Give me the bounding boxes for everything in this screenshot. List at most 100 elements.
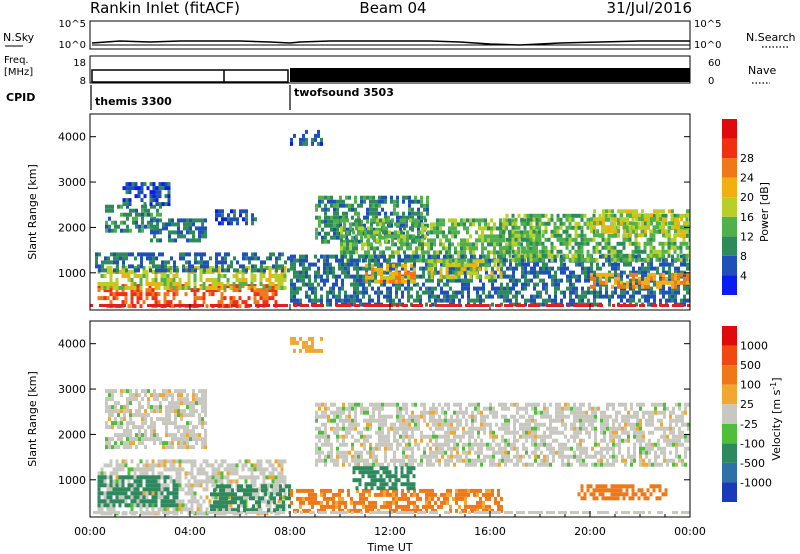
power-cell (544, 245, 548, 250)
velocity-cell (193, 483, 197, 488)
velocity-cell (112, 479, 116, 484)
power-cell (224, 217, 227, 222)
power-cell (314, 262, 317, 267)
power-cell (366, 207, 369, 212)
power-cell (332, 266, 335, 271)
velocity-cell (153, 421, 156, 426)
velocity-cell (120, 409, 123, 414)
power-cell (646, 253, 650, 258)
power-cell (324, 211, 327, 216)
power-cell (605, 209, 608, 214)
velocity-cell (121, 475, 125, 480)
power-cell (341, 278, 344, 283)
power-cell (667, 229, 671, 234)
power-cell (101, 264, 104, 269)
power-cell (433, 230, 436, 235)
power-cell (193, 266, 197, 270)
power-cell (171, 222, 174, 227)
velocity-cell (288, 488, 291, 493)
power-cell (128, 252, 131, 257)
power-cell (386, 263, 389, 268)
power-cell (654, 304, 657, 307)
power-cell (455, 278, 458, 283)
power-cell (362, 278, 365, 283)
power-cell (677, 266, 680, 271)
power-cell (366, 215, 369, 220)
power-cell (491, 286, 494, 291)
power-cell (140, 190, 144, 195)
power-cell (354, 211, 357, 216)
velocity-cell (115, 467, 119, 472)
power-cell (181, 286, 185, 290)
power-cell (493, 234, 496, 239)
power-cell (197, 260, 200, 265)
power-cell (509, 290, 512, 295)
velocity-cell (250, 463, 254, 468)
power-cell (490, 230, 493, 235)
power-cell (517, 257, 521, 262)
power-cell (220, 296, 224, 301)
power-cell (156, 230, 159, 235)
power-cell (414, 235, 417, 240)
power-cell (575, 294, 578, 299)
velocity-cell (327, 438, 330, 443)
power-cell (506, 290, 509, 295)
power-cell (542, 278, 545, 283)
velocity-cell (150, 393, 153, 398)
power-cell (568, 225, 572, 230)
power-cell (215, 209, 218, 214)
velocity-cell (175, 507, 179, 512)
power-cell (165, 304, 168, 307)
power-cell (596, 272, 599, 277)
power-cell (357, 203, 360, 208)
velocity-cell (151, 467, 155, 472)
velocity-cell (205, 459, 209, 464)
power-cell (135, 216, 138, 221)
power-cell (326, 278, 329, 283)
power-cell (321, 239, 324, 244)
power-cell (417, 215, 420, 220)
power-cell (127, 304, 131, 309)
velocity-cell (186, 421, 189, 426)
power-cell (257, 268, 260, 273)
power-cell (293, 290, 296, 295)
power-cell (680, 217, 683, 222)
velocity-cell (141, 389, 144, 394)
power-cell (650, 213, 653, 218)
power-cell (456, 304, 459, 307)
power-cell (186, 304, 189, 307)
power-cell (355, 234, 358, 239)
power-cell (177, 226, 180, 231)
power-cell (574, 229, 578, 234)
velocity-cell (172, 479, 176, 484)
power-cell (487, 263, 491, 268)
power-cell (359, 282, 362, 287)
velocity-cell (166, 467, 170, 472)
velocity-cell (308, 344, 311, 349)
power-cell (271, 296, 275, 301)
power-cell (596, 217, 599, 222)
power-cell (536, 290, 539, 295)
freq-tick-top: 18 (73, 58, 86, 69)
power-cell (656, 266, 659, 271)
power-cell (275, 264, 278, 269)
velocity-cell (202, 511, 206, 516)
power-cell (433, 222, 436, 227)
power-cell (572, 274, 575, 279)
power-cell (368, 262, 371, 267)
power-cell (596, 278, 599, 283)
power-cell (360, 199, 363, 204)
power-cell (299, 254, 302, 259)
power-cell (152, 260, 155, 265)
power-cell (626, 280, 629, 285)
power-cell (449, 294, 452, 299)
power-cell (512, 278, 515, 283)
power-cell (641, 270, 644, 275)
power-cell (182, 252, 185, 257)
power-cell (545, 270, 548, 275)
velocity-cell (150, 421, 153, 426)
power-cell (229, 296, 233, 301)
power-cell (514, 237, 518, 242)
velocity-cell (177, 429, 180, 434)
power-cell (431, 290, 434, 295)
